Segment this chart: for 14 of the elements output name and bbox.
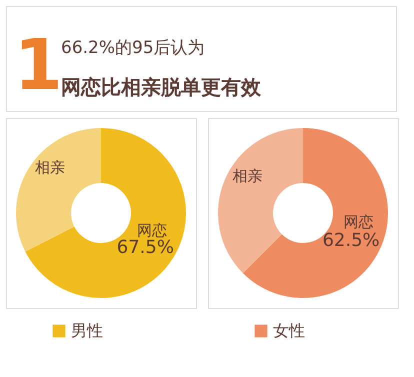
- text: 66.2%的95后认为: [61, 38, 205, 58]
- slice-label: 网恋: [343, 212, 374, 231]
- donut-slice: [218, 128, 303, 274]
- text: 女性: [273, 321, 305, 340]
- data-label: 62.5%: [322, 230, 380, 251]
- text: 男性: [71, 321, 103, 340]
- slice-label: 网恋: [137, 221, 168, 240]
- donut-slice: [16, 128, 101, 252]
- text: 1: [14, 24, 63, 106]
- data-label: 67.5%: [116, 237, 174, 258]
- text: 网恋比相亲脱单更有效: [61, 75, 262, 99]
- slice-label: 相亲: [232, 167, 263, 186]
- slice-label: 相亲: [34, 158, 65, 177]
- donut-slice: [25, 128, 186, 298]
